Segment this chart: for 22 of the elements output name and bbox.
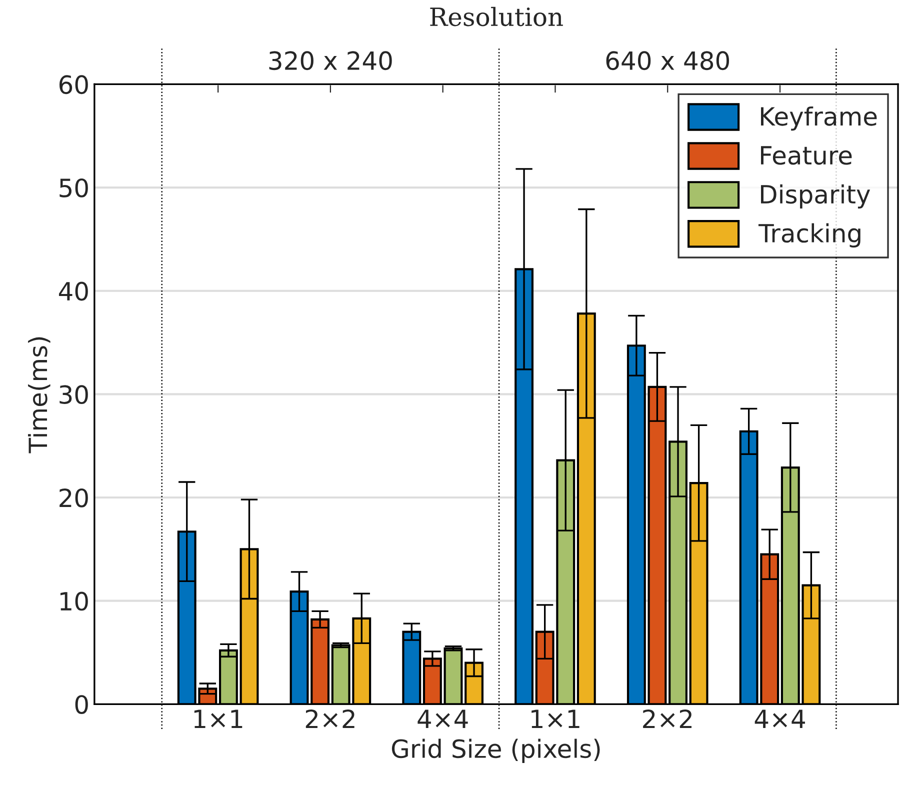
- text: 640 x 480: [606, 51, 730, 70]
- x-tick-label: 4×4: [754, 710, 805, 728]
- legend-label: Disparity: [761, 184, 870, 209]
- x-axis-title: Grid Size (pixels): [392, 738, 600, 763]
- y-tick-label: 10: [60, 592, 88, 611]
- y-axis-title: Time(ms): [28, 337, 50, 454]
- y-tick-label: 20: [60, 488, 88, 508]
- y-tick-label: 60: [60, 75, 88, 94]
- y-tick-label: 40: [58, 282, 88, 301]
- legend-label: Keyframe: [761, 106, 877, 131]
- legend-label: Feature: [761, 146, 852, 165]
- y-tick-label: 30: [60, 385, 88, 404]
- x-tick-label: 1×1: [532, 710, 580, 728]
- y-tick-label: 50: [60, 178, 88, 198]
- x-tick-label: 4×4: [418, 710, 468, 728]
- legend-label: Tracking: [758, 223, 860, 248]
- chart-title: Resolution: [430, 6, 563, 26]
- x-tick-label: 2×2: [643, 709, 692, 728]
- x-tick-label: 1×1: [194, 710, 242, 728]
- text: 320 x 240: [269, 51, 392, 70]
- x-tick-label: 2×2: [306, 709, 354, 728]
- y-tick-label: 0: [75, 695, 88, 714]
